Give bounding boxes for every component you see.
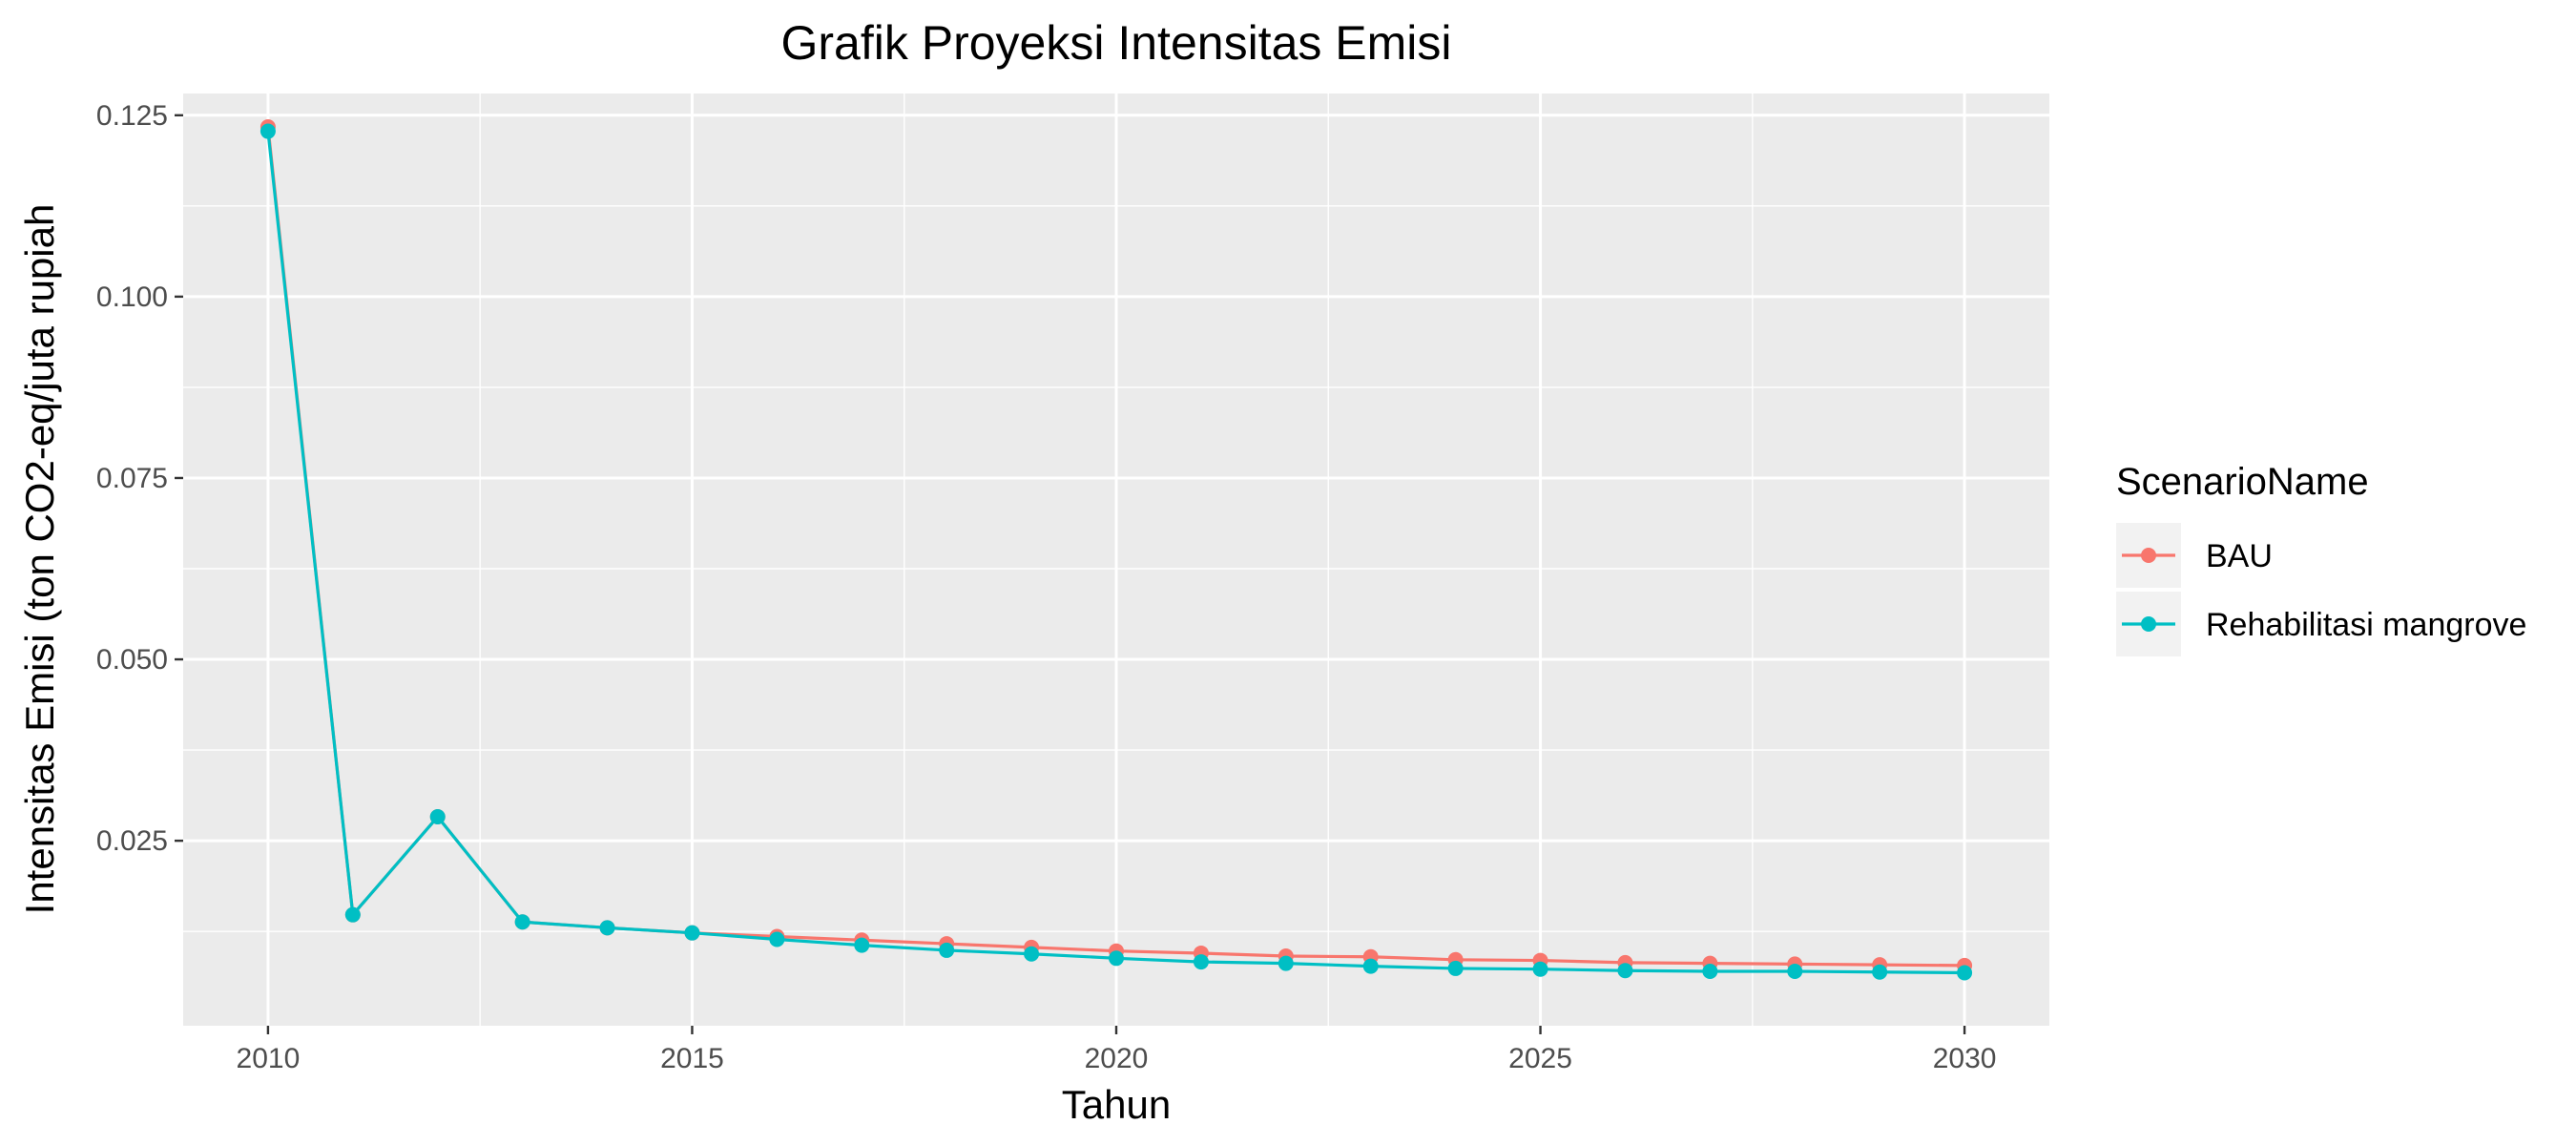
data-point-rehabilitasi-mangrove bbox=[939, 942, 955, 958]
y-tick-label: 0.050 bbox=[96, 644, 168, 676]
legend-item-bau: BAU bbox=[2116, 523, 2273, 588]
legend-key-point bbox=[2141, 616, 2156, 632]
data-point-rehabilitasi-mangrove bbox=[1872, 964, 1888, 980]
series-rehabilitasi-mangrove bbox=[260, 123, 1973, 981]
legend: ScenarioName BAU Rehabilitasi mangrove bbox=[2116, 461, 2526, 656]
y-tick-label: 0.125 bbox=[96, 100, 168, 132]
legend-item-rehabilitasi-mangrove: Rehabilitasi mangrove bbox=[2116, 592, 2526, 656]
y-tick-label: 0.075 bbox=[96, 463, 168, 494]
data-point-rehabilitasi-mangrove bbox=[1362, 958, 1379, 974]
legend-label: BAU bbox=[2206, 538, 2273, 574]
x-tick-label: 2010 bbox=[237, 1043, 301, 1074]
chart-title: Grafik Proyeksi Intensitas Emisi bbox=[781, 16, 1452, 70]
data-point-rehabilitasi-mangrove bbox=[1278, 955, 1294, 971]
y-tick-label: 0.100 bbox=[96, 281, 168, 313]
data-point-rehabilitasi-mangrove bbox=[1702, 963, 1718, 979]
data-point-rehabilitasi-mangrove bbox=[429, 809, 446, 825]
x-tick-label: 2015 bbox=[660, 1043, 724, 1074]
data-point-rehabilitasi-mangrove bbox=[1957, 965, 1973, 981]
y-axis: 0.025 0.050 0.075 0.100 0.125 bbox=[96, 100, 183, 857]
legend-items: BAU Rehabilitasi mangrove bbox=[2116, 523, 2526, 656]
series-layer bbox=[260, 118, 1973, 981]
data-point-rehabilitasi-mangrove bbox=[1787, 963, 1803, 979]
x-tick-label: 2030 bbox=[1933, 1043, 1997, 1074]
data-point-rehabilitasi-mangrove bbox=[1447, 960, 1464, 976]
data-point-rehabilitasi-mangrove bbox=[1193, 954, 1209, 970]
data-point-rehabilitasi-mangrove bbox=[260, 123, 276, 139]
x-tick-label: 2025 bbox=[1508, 1043, 1572, 1074]
x-axis: 2010 2015 2020 2025 2030 bbox=[237, 1026, 1997, 1074]
data-point-rehabilitasi-mangrove bbox=[1024, 946, 1040, 962]
data-point-rehabilitasi-mangrove bbox=[854, 937, 870, 953]
legend-label: Rehabilitasi mangrove bbox=[2206, 607, 2526, 643]
major-gridlines bbox=[183, 94, 2049, 1026]
x-axis-title: Tahun bbox=[1062, 1082, 1171, 1127]
legend-key-point bbox=[2141, 548, 2156, 563]
data-point-rehabilitasi-mangrove bbox=[514, 914, 530, 930]
data-point-rehabilitasi-mangrove bbox=[344, 906, 361, 923]
legend-title: ScenarioName bbox=[2116, 461, 2369, 503]
data-point-rehabilitasi-mangrove bbox=[769, 931, 785, 947]
data-point-rehabilitasi-mangrove bbox=[599, 920, 615, 936]
data-point-rehabilitasi-mangrove bbox=[1109, 950, 1124, 967]
data-point-rehabilitasi-mangrove bbox=[1617, 963, 1633, 979]
y-tick-label: 0.025 bbox=[96, 825, 168, 857]
y-axis-title: Intensitas Emisi (ton CO2-eq/juta rupiah bbox=[17, 204, 62, 915]
data-point-rehabilitasi-mangrove bbox=[684, 925, 700, 941]
data-point-rehabilitasi-mangrove bbox=[1532, 961, 1548, 977]
x-tick-label: 2020 bbox=[1085, 1043, 1149, 1074]
